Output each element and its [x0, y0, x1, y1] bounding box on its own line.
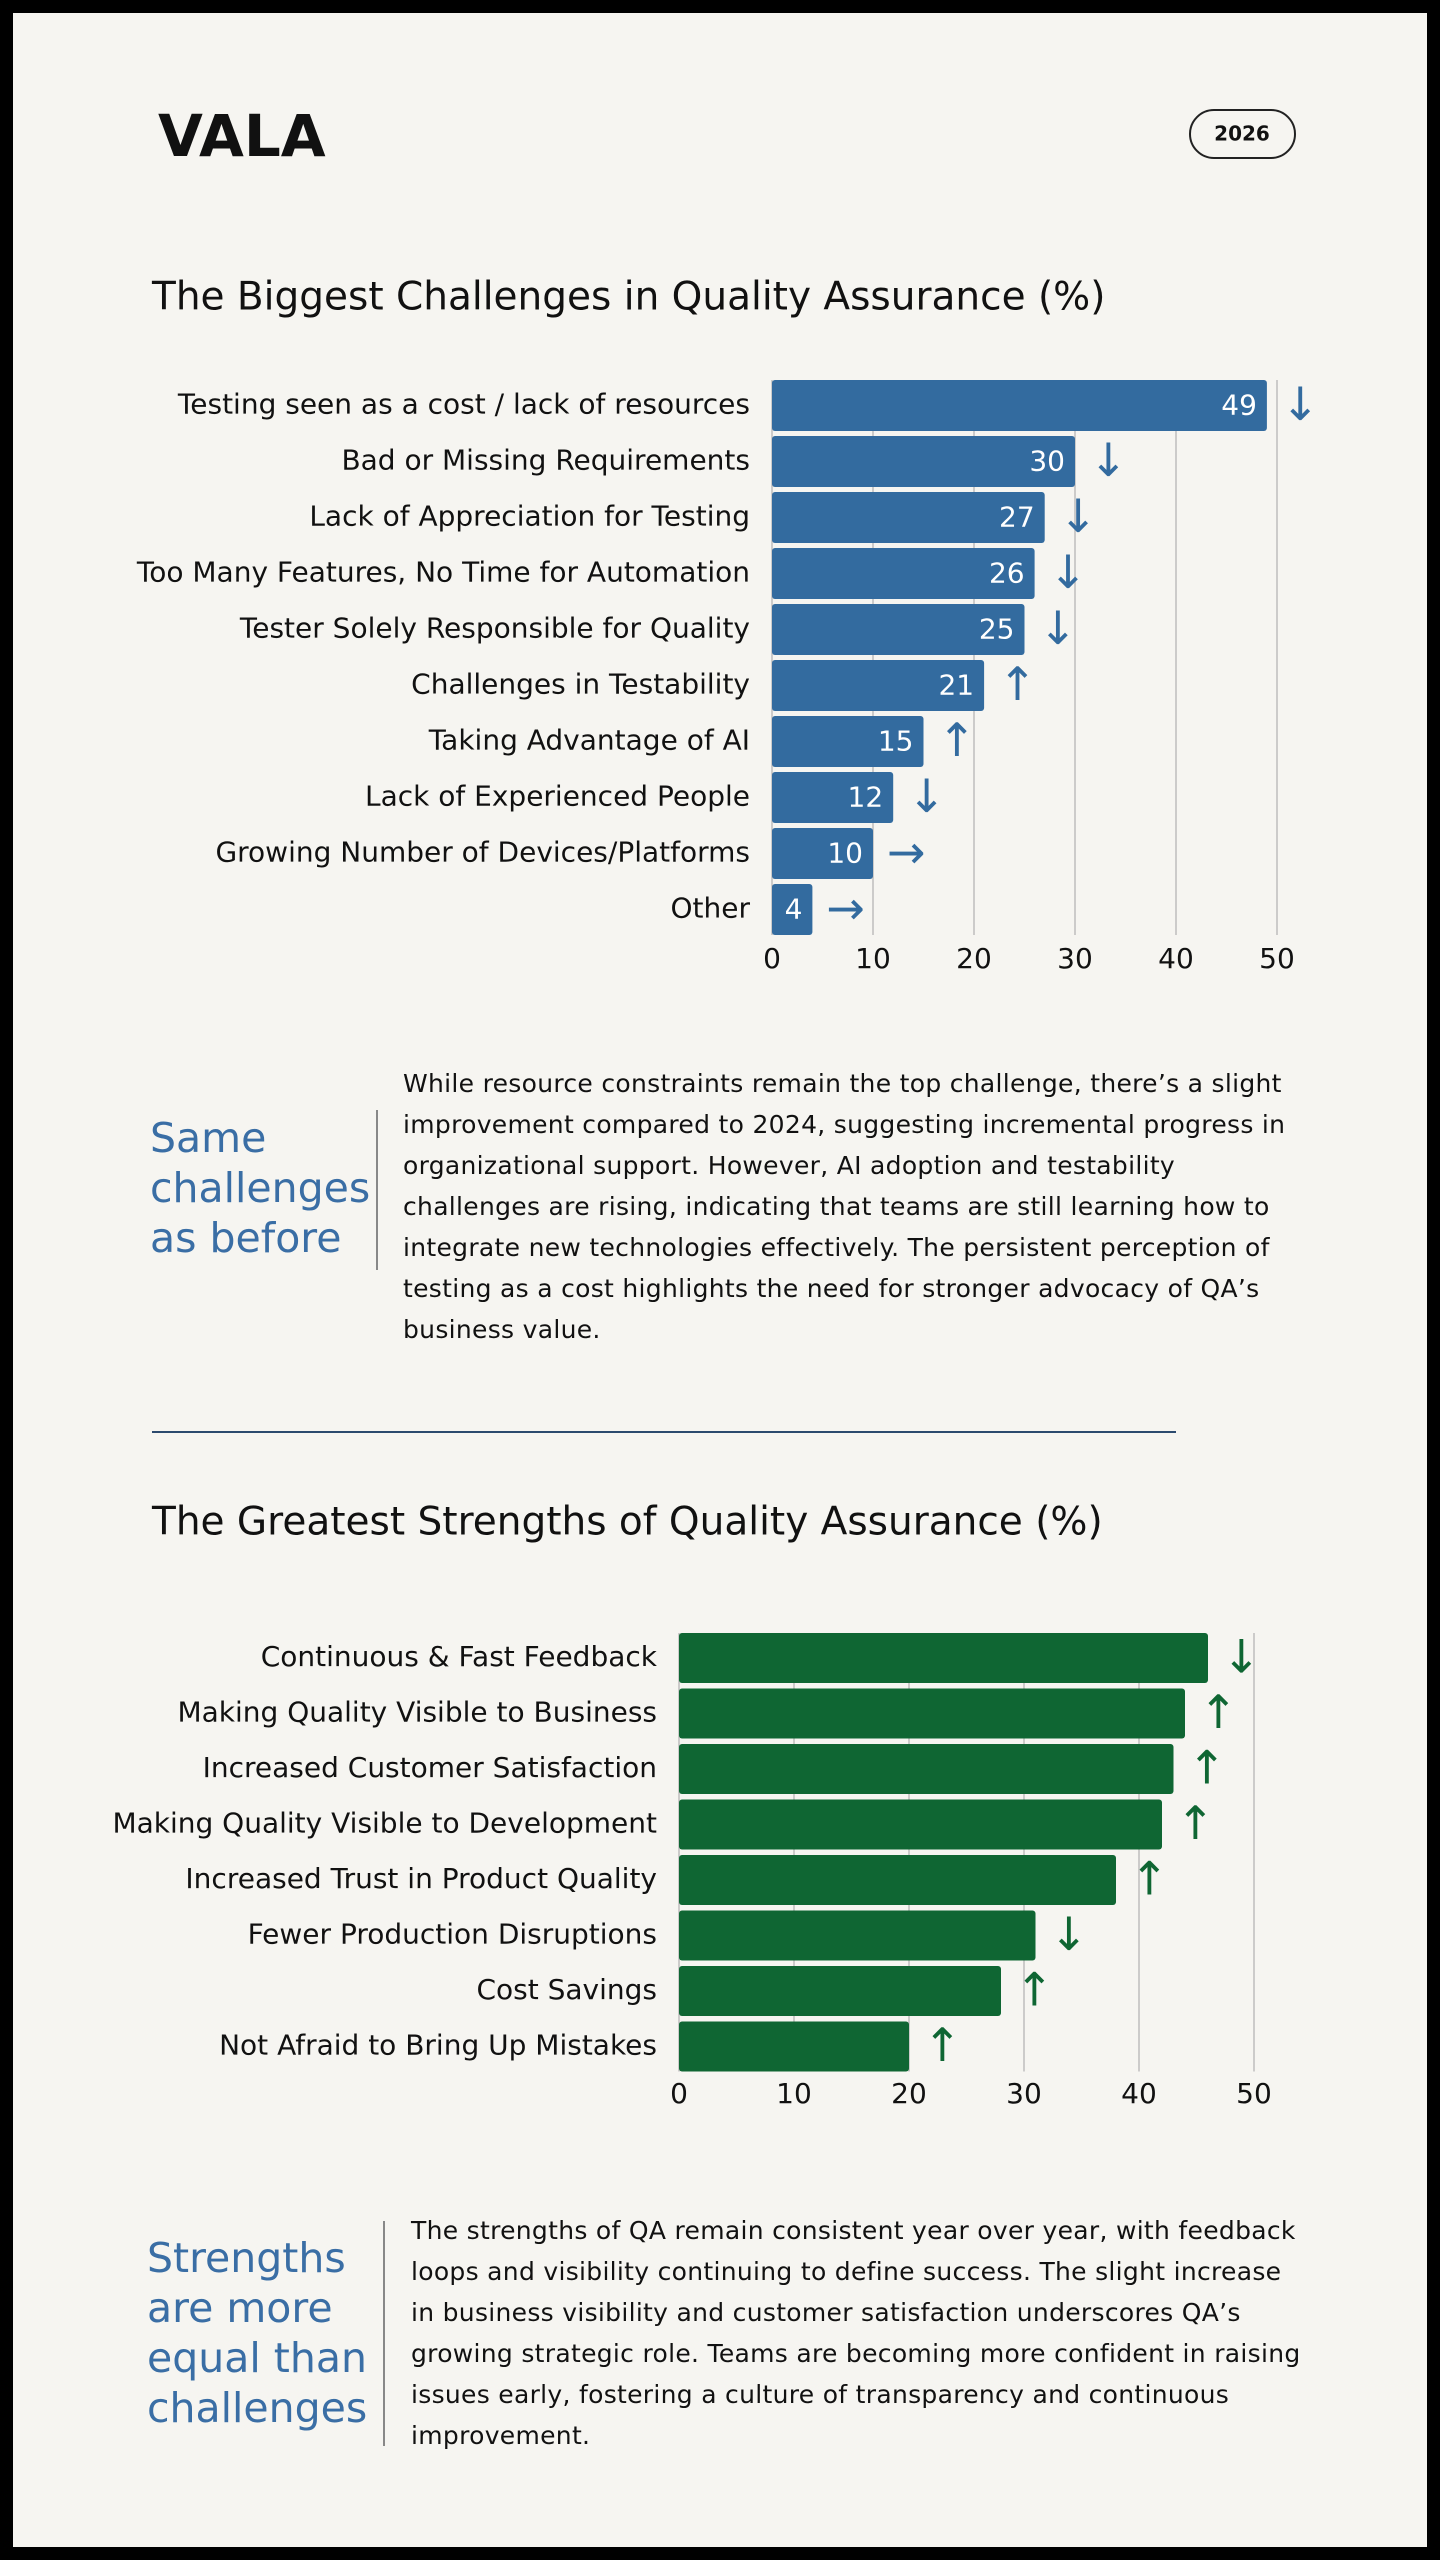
- chart-title: The Biggest Challenges in Quality Assura…: [151, 275, 1105, 320]
- bar: [772, 436, 1075, 487]
- x-tick-label: 40: [1158, 942, 1194, 975]
- bar: [679, 1633, 1208, 1683]
- bar: [772, 604, 1025, 655]
- bar: [679, 1966, 1001, 2016]
- trend-arrow: ↑: [1130, 1852, 1169, 1906]
- logo: VALA: [158, 102, 326, 170]
- trend-arrow: ↓: [1049, 545, 1088, 599]
- trend-arrow: ↓: [907, 769, 946, 823]
- note-heading: Strengths are more equal than challenges: [147, 2234, 368, 2432]
- value-label: 15: [878, 725, 914, 758]
- chart-title: The Greatest Strengths of Quality Assura…: [151, 1500, 1103, 1545]
- value-label: 26: [989, 557, 1025, 590]
- bar: [679, 1855, 1116, 1905]
- trend-arrow: ↑: [998, 657, 1037, 711]
- note-rule: [383, 2221, 385, 2446]
- category-label: Increased Customer Satisfaction: [203, 1751, 657, 1784]
- bar: [679, 1910, 1036, 1961]
- category-label: Bad or Missing Requirements: [341, 444, 750, 477]
- value-label: 25: [979, 613, 1015, 646]
- category-label: Too Many Features, No Time for Automatio…: [136, 556, 750, 589]
- note-heading: Same challenges as before: [150, 1114, 371, 1262]
- value-label: 30: [1029, 445, 1065, 478]
- x-tick-label: 0: [763, 942, 781, 975]
- trend-arrow: →: [826, 881, 865, 935]
- trend-arrow: ↓: [1281, 377, 1320, 431]
- badge-outline: [1189, 109, 1296, 159]
- trend-arrow: ↑: [923, 2018, 962, 2072]
- x-tick-label: 0: [670, 2077, 688, 2110]
- bar: [772, 884, 813, 935]
- x-tick-label: 20: [891, 2077, 927, 2110]
- bar: [772, 660, 985, 711]
- category-label: Making Quality Visible to Business: [177, 1696, 657, 1729]
- note-rule: [376, 1110, 378, 1270]
- bar: [772, 828, 873, 879]
- bar: [772, 548, 1035, 599]
- category-label: Taking Advantage of AI: [428, 724, 750, 757]
- category-label: Making Quality Visible to Development: [112, 1807, 657, 1840]
- bar: [679, 1744, 1174, 1794]
- trend-arrow: ↑: [938, 713, 977, 767]
- note-text: While resource constraints remain the to…: [403, 1069, 1286, 1344]
- bar: [679, 1799, 1162, 1850]
- trend-arrow: ↑: [1188, 1741, 1227, 1795]
- badge: 2026: [1214, 122, 1270, 146]
- bar: [772, 716, 924, 767]
- value-label: 4: [785, 893, 803, 926]
- value-label: 49: [1221, 389, 1257, 422]
- x-tick-label: 50: [1259, 942, 1295, 975]
- x-tick-label: 10: [855, 942, 891, 975]
- bar: [679, 2021, 909, 2072]
- value-label: 10: [827, 837, 863, 870]
- category-label: Tester Solely Responsible for Quality: [239, 612, 750, 645]
- category-label: Not Afraid to Bring Up Mistakes: [219, 2029, 657, 2062]
- trend-arrow: ↓: [1050, 1907, 1089, 1961]
- category-label: Lack of Experienced People: [365, 780, 750, 813]
- x-tick-label: 20: [956, 942, 992, 975]
- category-label: Testing seen as a cost / lack of resourc…: [177, 388, 750, 421]
- bar: [772, 380, 1267, 431]
- trend-arrow: ↓: [1222, 1630, 1261, 1684]
- page-background: [13, 13, 1427, 2547]
- category-label: Other: [670, 892, 750, 925]
- trend-arrow: ↓: [1089, 433, 1128, 487]
- x-tick-label: 30: [1006, 2077, 1042, 2110]
- x-tick-label: 10: [776, 2077, 812, 2110]
- trend-arrow: ↑: [1199, 1685, 1238, 1739]
- x-tick-label: 50: [1236, 2077, 1272, 2110]
- x-tick-label: 40: [1121, 2077, 1157, 2110]
- note-text: The strengths of QA remain consistent ye…: [411, 2216, 1301, 2450]
- bar: [679, 1688, 1185, 1739]
- value-label: 21: [938, 669, 974, 702]
- category-label: Continuous & Fast Feedback: [261, 1640, 658, 1673]
- trend-arrow: ↑: [1015, 1963, 1054, 2017]
- value-label: 27: [999, 501, 1035, 534]
- category-label: Fewer Production Disruptions: [248, 1918, 657, 1951]
- value-label: 12: [848, 781, 884, 814]
- bar: [772, 772, 894, 823]
- x-tick-label: 30: [1057, 942, 1093, 975]
- trend-arrow: ↑: [1176, 1796, 1215, 1850]
- bar: [772, 492, 1045, 543]
- category-label: Increased Trust in Product Quality: [185, 1862, 657, 1895]
- trend-arrow: →: [887, 825, 926, 879]
- trend-arrow: ↓: [1039, 601, 1078, 655]
- trend-arrow: ↓: [1059, 489, 1098, 543]
- category-label: Challenges in Testability: [411, 668, 750, 701]
- category-label: Lack of Appreciation for Testing: [309, 500, 750, 533]
- category-label: Growing Number of Devices/Platforms: [215, 836, 750, 869]
- category-label: Cost Savings: [476, 1973, 657, 2006]
